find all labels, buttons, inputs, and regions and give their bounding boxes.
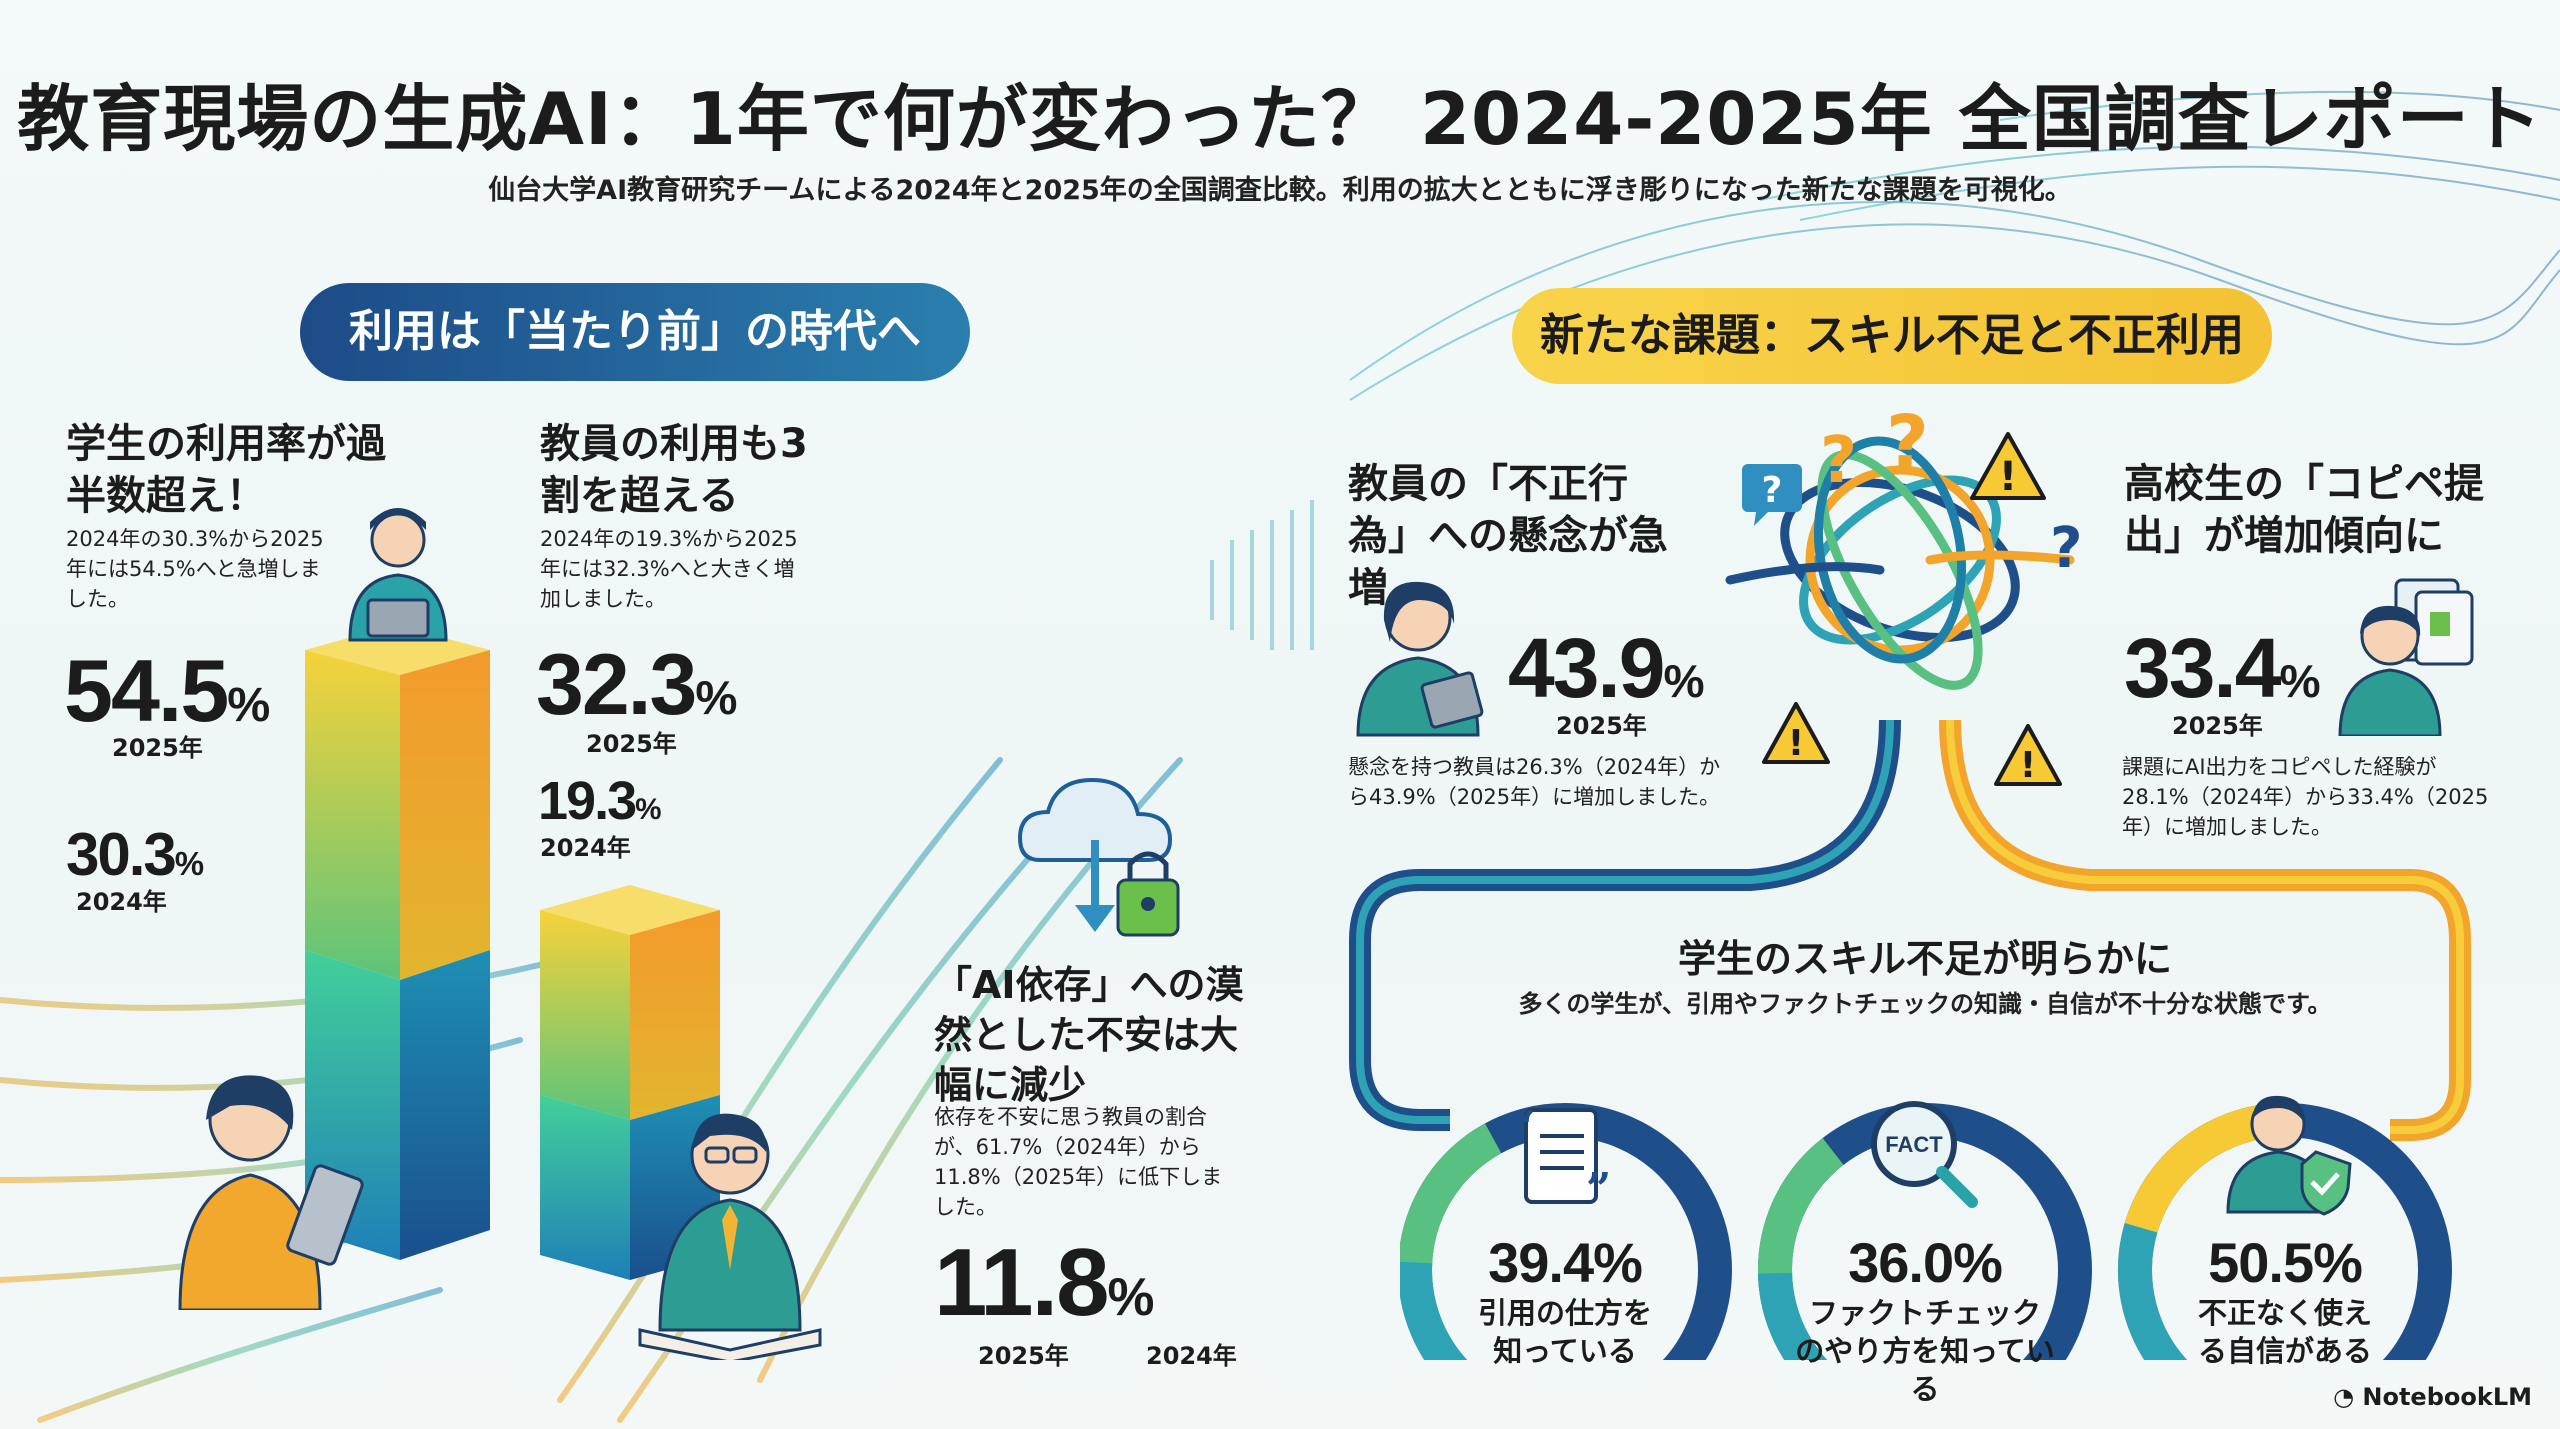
students-year-2025: 2025年 xyxy=(112,734,203,762)
cloud-lock-icon xyxy=(1017,777,1180,937)
teachers-value-2025: 32.3% xyxy=(536,637,738,733)
gauge-label-factcheck: ファクトチェックのやり方を知っている xyxy=(1795,1296,2055,1406)
notebooklm-brand: ◔ NotebookLM xyxy=(2333,1383,2532,1411)
teachers-year-2024: 2024年 xyxy=(540,834,631,862)
gauge-fill-accent-factcheck xyxy=(1758,1272,1828,1360)
teachers-description: 2024年の19.3%から2025年には32.3%へと大きく増加しました。 xyxy=(540,527,798,611)
copypaste-heading: 高校生の「コピペ提出」が増加傾向に xyxy=(2124,461,2484,559)
fact-magnifier-icon: FACT xyxy=(1871,1101,1978,1208)
students-year-2024: 2024年 xyxy=(76,888,167,916)
student-illustration xyxy=(2338,605,2442,736)
dependence-value: 11.8% xyxy=(934,1229,1155,1336)
flow-connectors xyxy=(1349,719,2471,1141)
gauge-value-confidence: 50.5% xyxy=(2208,1231,2363,1294)
section-label-challenges: 新たな課題：スキル不足と不正利用 xyxy=(1512,288,2272,384)
skills-description: 多くの学生が、引用やファクトチェックの知識・自信が不十分な状態です。 xyxy=(1518,990,2332,1018)
question-mark-icon: ? xyxy=(1886,400,1929,486)
gauge-label-citation: 引用の仕方を知っている xyxy=(1477,1296,1652,1368)
warning-icon: ! xyxy=(1762,702,1830,764)
svg-text:!: ! xyxy=(2020,745,2036,786)
students-value-2025: 54.5% xyxy=(64,641,271,740)
skills-heading: 学生のスキル不足が明らかに xyxy=(1677,937,2172,981)
misconduct-year: 2025年 xyxy=(1556,712,1647,740)
teacher-illustration xyxy=(638,1113,822,1360)
misconduct-value: 43.9% xyxy=(1508,621,1705,715)
dependence-heading: 「AI依存」への漠然とした不安は大幅に減少 xyxy=(934,963,1244,1107)
copypaste-description: 課題にAI出力をコピペした経験が28.1%（2024年）から33.4%（2025… xyxy=(2122,755,2489,839)
brand-label: NotebookLM xyxy=(2362,1383,2532,1411)
copypaste-year: 2025年 xyxy=(2172,712,2263,740)
misconduct-heading: 教員の「不正行為」への懸念が急増 xyxy=(1348,461,1668,611)
worried-teacher-illustration xyxy=(1356,581,1484,737)
students-heading: 学生の利用率が過半数超え！ xyxy=(66,421,386,519)
page-title: 教育現場の生成AI：1年で何が変わった？ 2024-2025年 全国調査レポート xyxy=(17,77,2543,161)
svg-text:!: ! xyxy=(1999,454,2017,500)
svg-text:“: “ xyxy=(1510,1102,1535,1153)
teachers-year-2025: 2025年 xyxy=(586,730,677,758)
skills-gauges xyxy=(1400,1103,2452,1360)
brand-logo-icon: ◔ xyxy=(2333,1383,2363,1411)
misconduct-description: 懸念を持つ教員は26.3%（2024年）から43.9%（2025年）に増加しまし… xyxy=(1348,755,1721,809)
copy-document-icon xyxy=(2394,578,2474,666)
students-bar-chart xyxy=(305,508,490,1260)
quote-document-icon: “ ” xyxy=(1510,1102,1611,1215)
gauge-fill-accent-citation xyxy=(1400,1261,1468,1360)
warning-icon: ! xyxy=(1994,724,2062,786)
dependence-description: 依存を不安に思う教員の割合が、61.7%（2024年）から11.8%（2025年… xyxy=(934,1105,1223,1219)
section-label-usage: 利用は「当たり前」の時代へ xyxy=(300,283,970,381)
warning-icon: ! xyxy=(1970,432,2046,500)
page-subtitle: 仙台大学AI教育研究チームによる2024年と2025年の全国調査比較。利用の拡大… xyxy=(488,175,2072,206)
gauge-value-factcheck: 36.0% xyxy=(1848,1231,2003,1294)
gauge-fill-accent-confidence xyxy=(2118,1222,2188,1360)
svg-text:?: ? xyxy=(1762,470,1783,511)
question-mark-icon: ? xyxy=(2050,516,2083,581)
question-mark-icon: ? xyxy=(1820,424,1858,498)
dependence-year-2025: 2025年 xyxy=(978,1342,1069,1370)
student-illustration xyxy=(178,1075,364,1310)
students-value-2024: 30.3% xyxy=(66,821,205,888)
svg-text:FACT: FACT xyxy=(1885,1132,1943,1157)
gauge-label-confidence: 不正なく使える自信がある xyxy=(2197,1296,2372,1368)
svg-text:!: ! xyxy=(1788,723,1804,764)
question-bubble-icon: ? xyxy=(1742,464,1802,526)
copypaste-value: 33.4% xyxy=(2124,621,2321,715)
confident-student-shield-icon xyxy=(2226,1095,2352,1216)
teachers-value-2024: 19.3% xyxy=(538,771,662,831)
dependence-year-2024: 2024年 xyxy=(1146,1342,1237,1370)
teachers-heading: 教員の利用も3割を超える xyxy=(540,421,808,519)
svg-text:”: ” xyxy=(1586,1164,1611,1215)
gauge-value-citation: 39.4% xyxy=(1488,1231,1643,1294)
tangled-threads-icon xyxy=(1725,436,2075,690)
students-description: 2024年の30.3%から2025年には54.5%へと急増しました。 xyxy=(66,527,324,611)
